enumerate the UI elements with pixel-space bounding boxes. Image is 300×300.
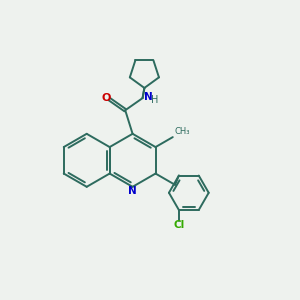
- Text: N: N: [144, 92, 153, 102]
- Text: O: O: [101, 93, 111, 103]
- Text: H: H: [151, 94, 158, 105]
- Text: Cl: Cl: [173, 220, 184, 230]
- Text: N: N: [128, 186, 137, 196]
- Text: CH₃: CH₃: [174, 127, 190, 136]
